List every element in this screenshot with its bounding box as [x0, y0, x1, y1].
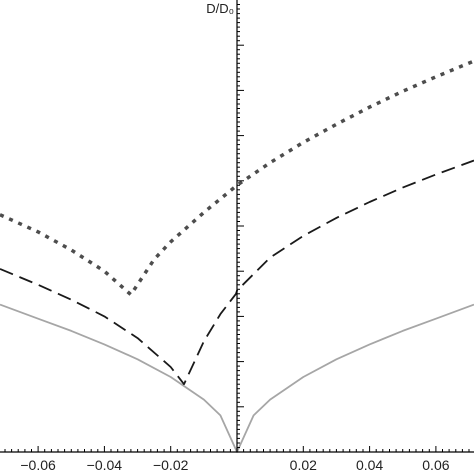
- x-tick-label: 0.02: [290, 457, 317, 473]
- y-axis-title: D/D₀: [206, 1, 234, 16]
- x-tick-label: −0.06: [20, 457, 56, 473]
- y-axis-ticks: [237, 4, 244, 453]
- x-tick-label: 0.06: [422, 457, 449, 473]
- x-tick-label: 0.04: [356, 457, 383, 473]
- x-tick-label: −0.04: [87, 457, 123, 473]
- series-line-dotted: [0, 59, 474, 297]
- x-axis-ticks: −0.06 −0.04 −0.02 0.02 0.04 0.06: [4, 446, 470, 473]
- series-line-dashed: [0, 159, 474, 386]
- x-tick-label: −0.02: [153, 457, 189, 473]
